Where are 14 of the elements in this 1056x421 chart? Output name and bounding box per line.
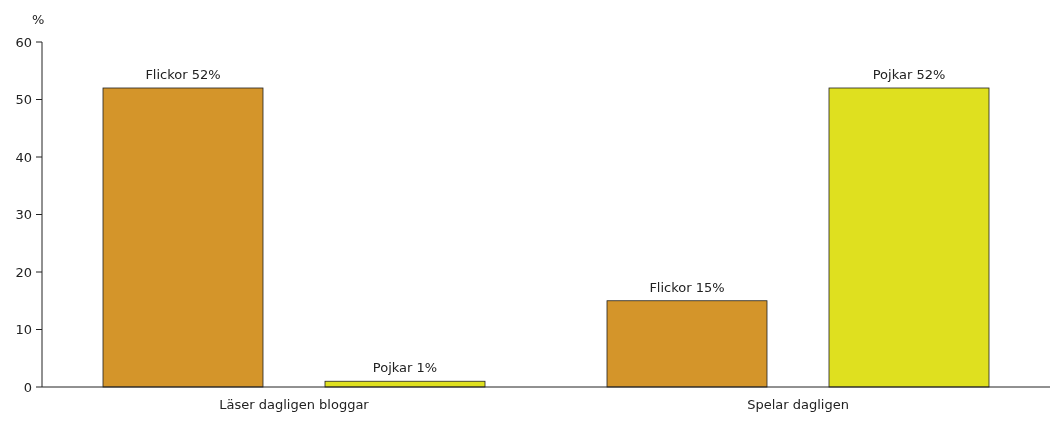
y-tick-label: 40 xyxy=(15,149,32,165)
y-tick-label: 50 xyxy=(15,92,32,108)
y-tick-label: 20 xyxy=(15,264,32,280)
y-tick-label: 60 xyxy=(15,34,32,50)
data-label: Flickor 52% xyxy=(145,67,221,82)
y-axis-title: % xyxy=(32,12,45,27)
y-tick-label: 10 xyxy=(15,322,32,338)
data-label: Pojkar 52% xyxy=(872,67,946,82)
x-tick-label: Läser dagligen bloggar xyxy=(219,397,370,412)
data-label: Flickor 15% xyxy=(649,279,725,295)
y-tick-label: 30 xyxy=(15,207,32,223)
x-tick-label: Spelar dagligen xyxy=(747,397,849,412)
y-tick-label: 0 xyxy=(23,379,32,395)
data-label: Pojkar 1% xyxy=(372,360,438,376)
